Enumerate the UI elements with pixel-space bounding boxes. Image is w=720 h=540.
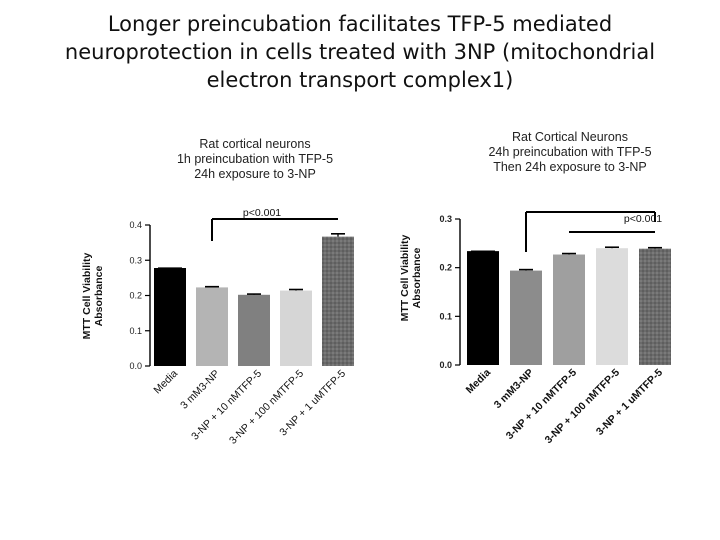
chart2-title-line: Then 24h exposure to 3-NP (493, 160, 647, 174)
category-label: Media (151, 368, 180, 397)
y-tick-label: 0.2 (439, 263, 452, 273)
y-tick-label: 0.0 (129, 361, 142, 371)
title-line: Longer preincubation facilitates TFP-5 m… (107, 12, 613, 36)
chart1-title-line: 24h exposure to 3-NP (194, 167, 316, 181)
category-label: 3-NP + 10 nMTFP-5 (189, 368, 264, 443)
title-line: neuroprotection in cells treated with 3N… (64, 40, 656, 64)
bar-4 (280, 290, 312, 366)
y-axis-title-line: Absorbance (411, 248, 423, 309)
chart2-title-line: Rat Cortical Neurons (511, 130, 628, 144)
y-tick-label: 0.3 (439, 214, 452, 224)
chart1: 0.0 0.1 0.2 0.3 0.4 MTT Cell ViabilityAbsorba… (81, 207, 354, 447)
y-axis-title: MTT Cell ViabilityAbsorbance (399, 234, 423, 321)
y-tick-label: 0.1 (439, 311, 452, 321)
category-label: Media (464, 367, 494, 397)
category-label: 3-NP + 100 nMTFP-5 (227, 368, 306, 447)
category-label: 3-NP + 100 nMTFP-5 (543, 367, 623, 447)
bar-4 (596, 248, 628, 365)
chart2-title: Rat Cortical Neurons 24h preincubation w… (450, 130, 690, 175)
bar-5 (639, 248, 671, 365)
chart1-title-line: Rat cortical neurons (199, 137, 311, 151)
y-axis-title-line: MTT Cell Viability (81, 252, 93, 339)
y-tick-label: 0.3 (129, 255, 142, 265)
chart1-title: Rat cortical neurons 1h preincubation wi… (140, 137, 370, 182)
page-title: Longer preincubation facilitates TFP-5 m… (20, 10, 700, 94)
bar-5 (322, 236, 354, 366)
y-tick-label: 0.1 (129, 326, 142, 336)
significance-label: p<0.001 (624, 213, 662, 225)
title-line: electron transport complex1) (206, 68, 514, 92)
chart2-title-line: 24h preincubation with TFP-5 (488, 145, 652, 159)
chart1-title-line: 1h preincubation with TFP-5 (176, 152, 334, 166)
significance-label: p<0.001 (243, 207, 281, 219)
y-tick-label: 0.4 (129, 220, 142, 230)
bar-1 (467, 251, 499, 365)
category-label: 3 mM3-NP (178, 368, 222, 412)
y-tick-label: 0.2 (129, 291, 142, 301)
bar-3 (553, 254, 585, 365)
y-axis-title-line: Absorbance (93, 266, 105, 327)
y-axis-title: MTT Cell ViabilityAbsorbance (81, 252, 105, 339)
bar-2 (510, 270, 542, 365)
bar-3 (238, 294, 270, 366)
y-tick-label: 0.0 (439, 360, 452, 370)
chart2: 0.0 0.1 0.2 0.3 MTT Cell ViabilityAbsorbance… (399, 211, 671, 447)
category-label: 3 mM3-NP (492, 367, 536, 411)
y-axis-title-line: MTT Cell Viability (399, 234, 411, 321)
bar-2 (196, 287, 228, 366)
bar-1 (154, 268, 186, 366)
